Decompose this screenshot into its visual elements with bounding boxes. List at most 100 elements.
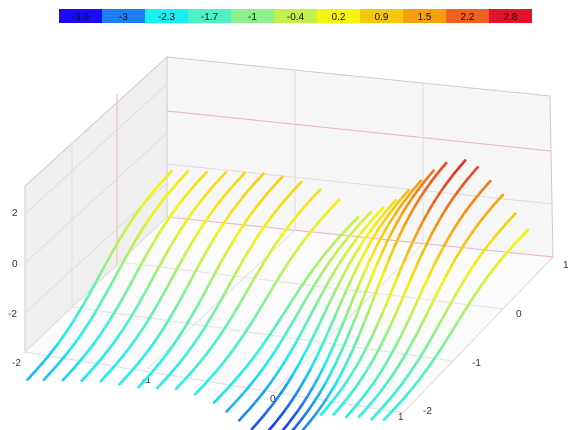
series-segment bbox=[195, 358, 204, 368]
series-line[interactable] bbox=[237, 206, 385, 422]
series-segment bbox=[302, 292, 311, 305]
legend-swatch[interactable] bbox=[489, 9, 532, 23]
series-line[interactable] bbox=[212, 215, 360, 404]
series-segment bbox=[173, 334, 181, 345]
series-segment bbox=[408, 335, 417, 348]
series-segment bbox=[345, 276, 354, 291]
series-segment bbox=[375, 251, 384, 266]
series-segment bbox=[383, 324, 392, 339]
legend-swatch[interactable] bbox=[102, 9, 145, 23]
series-line[interactable] bbox=[137, 175, 284, 389]
series-segment bbox=[190, 267, 198, 281]
series-segment bbox=[365, 275, 374, 291]
series-segment bbox=[73, 334, 82, 345]
series-segment bbox=[337, 271, 346, 285]
series-segment bbox=[118, 229, 127, 240]
series-segment bbox=[380, 359, 389, 371]
legend-swatch[interactable] bbox=[446, 9, 489, 23]
legend-swatch[interactable] bbox=[59, 9, 102, 23]
series-segment bbox=[383, 220, 392, 232]
series-line[interactable] bbox=[277, 179, 423, 430]
series-segment bbox=[46, 348, 55, 358]
series-segment bbox=[486, 205, 494, 214]
series-line[interactable] bbox=[99, 171, 246, 383]
series-line[interactable] bbox=[332, 165, 480, 416]
series-line[interactable] bbox=[264, 189, 410, 430]
series-line[interactable] bbox=[156, 180, 303, 390]
legend-swatch[interactable] bbox=[274, 9, 317, 23]
series-segment bbox=[426, 333, 435, 346]
series-line[interactable] bbox=[382, 228, 530, 421]
series-segment bbox=[294, 284, 303, 296]
series-line[interactable] bbox=[80, 171, 227, 383]
legend-swatch[interactable] bbox=[360, 9, 403, 23]
legend-swatch[interactable] bbox=[403, 9, 446, 23]
series-line[interactable] bbox=[42, 170, 190, 382]
series-segment bbox=[412, 228, 421, 242]
legend-swatch[interactable] bbox=[188, 9, 231, 23]
series-segment bbox=[403, 390, 412, 399]
legend-swatch[interactable] bbox=[145, 9, 188, 23]
series-segment bbox=[200, 170, 209, 179]
series-segment bbox=[265, 287, 274, 299]
series-segment bbox=[348, 227, 357, 237]
series-segment bbox=[126, 312, 135, 324]
legend-swatch[interactable] bbox=[231, 9, 274, 23]
series-line[interactable] bbox=[26, 170, 173, 381]
series-segment bbox=[370, 376, 379, 387]
series-segment bbox=[165, 170, 173, 179]
series-segment bbox=[304, 312, 313, 326]
series-line[interactable] bbox=[319, 159, 467, 416]
series-segment bbox=[185, 277, 193, 290]
series-segment bbox=[324, 401, 333, 411]
series-line[interactable] bbox=[290, 169, 435, 430]
y-tick: 0 bbox=[516, 309, 522, 320]
series-line[interactable] bbox=[118, 172, 265, 386]
series-segment bbox=[311, 410, 319, 420]
series-segment bbox=[205, 345, 214, 355]
series-line[interactable] bbox=[301, 161, 448, 430]
series-line[interactable] bbox=[357, 193, 505, 419]
series-segment bbox=[442, 235, 451, 248]
series-segment bbox=[273, 367, 282, 378]
series-segment bbox=[381, 214, 390, 225]
series-line[interactable] bbox=[370, 212, 517, 421]
series-segment bbox=[179, 287, 188, 300]
series-segment bbox=[284, 350, 292, 362]
series-line[interactable] bbox=[193, 198, 341, 396]
series-segment bbox=[149, 339, 157, 349]
series-segment bbox=[238, 171, 246, 180]
series-line[interactable] bbox=[225, 211, 372, 413]
series-segment bbox=[186, 343, 195, 354]
zero-gridlines bbox=[116, 94, 554, 266]
series-segment bbox=[327, 291, 336, 306]
series-segment bbox=[143, 346, 152, 356]
series-segment bbox=[217, 195, 226, 204]
series-segment bbox=[396, 261, 405, 277]
series-segment bbox=[72, 310, 81, 322]
series-segment bbox=[465, 298, 473, 310]
series-segment bbox=[367, 295, 376, 312]
series-segment bbox=[424, 304, 433, 318]
series-segment bbox=[253, 231, 262, 242]
series-segment bbox=[252, 270, 260, 282]
series-segment bbox=[139, 199, 148, 209]
series-segment bbox=[331, 377, 340, 390]
series-segment bbox=[324, 323, 333, 338]
series-segment bbox=[238, 256, 246, 268]
series-line[interactable] bbox=[250, 199, 398, 430]
series-segment bbox=[380, 240, 389, 254]
series-segment bbox=[119, 255, 128, 268]
series-segment bbox=[355, 300, 363, 317]
series-segment bbox=[286, 254, 295, 265]
series-segment bbox=[197, 222, 205, 234]
series-line[interactable] bbox=[344, 179, 492, 419]
legend-swatch[interactable] bbox=[317, 9, 360, 23]
series-line[interactable] bbox=[174, 188, 322, 391]
series-line[interactable] bbox=[61, 170, 209, 382]
series-segment bbox=[337, 320, 346, 336]
series-segment bbox=[231, 305, 240, 317]
series-segment bbox=[470, 290, 479, 302]
